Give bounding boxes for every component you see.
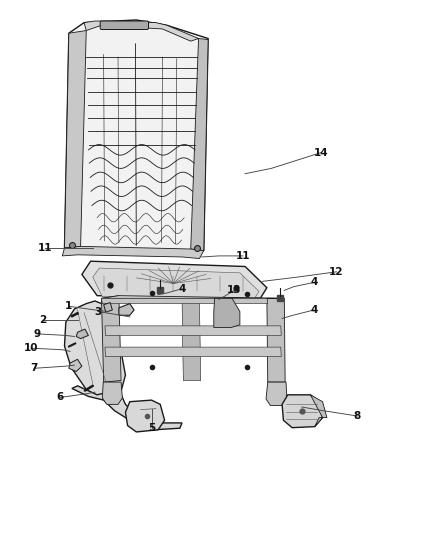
Polygon shape <box>311 395 327 426</box>
Text: 12: 12 <box>329 267 344 277</box>
Polygon shape <box>266 382 287 406</box>
FancyBboxPatch shape <box>100 21 148 29</box>
Polygon shape <box>102 382 122 405</box>
Text: 4: 4 <box>310 277 318 287</box>
Polygon shape <box>214 298 240 327</box>
Polygon shape <box>119 304 134 316</box>
Polygon shape <box>64 20 208 251</box>
Text: 4: 4 <box>310 305 318 315</box>
Polygon shape <box>64 30 86 248</box>
Polygon shape <box>282 395 322 427</box>
Polygon shape <box>182 298 201 381</box>
Text: 4: 4 <box>178 284 186 294</box>
Polygon shape <box>191 38 208 251</box>
Polygon shape <box>72 386 182 430</box>
Text: 14: 14 <box>314 148 328 158</box>
Polygon shape <box>76 329 88 338</box>
Text: 11: 11 <box>236 251 250 261</box>
Text: 5: 5 <box>148 423 155 433</box>
Polygon shape <box>267 298 285 382</box>
Polygon shape <box>84 21 198 41</box>
Text: 11: 11 <box>38 243 52 253</box>
Text: 8: 8 <box>354 411 361 421</box>
Polygon shape <box>105 347 281 357</box>
Text: 3: 3 <box>94 306 102 317</box>
Polygon shape <box>93 268 259 300</box>
Polygon shape <box>82 261 267 298</box>
Text: 9: 9 <box>34 329 41 339</box>
Text: 1: 1 <box>65 301 72 311</box>
Text: 2: 2 <box>39 314 46 325</box>
Text: 6: 6 <box>57 392 64 402</box>
Polygon shape <box>69 359 82 372</box>
Polygon shape <box>125 400 165 432</box>
Polygon shape <box>104 303 113 312</box>
Text: 7: 7 <box>30 364 38 373</box>
Text: 10: 10 <box>24 343 38 353</box>
Polygon shape <box>102 298 268 304</box>
Polygon shape <box>62 246 204 259</box>
Polygon shape <box>102 296 284 298</box>
Polygon shape <box>64 301 125 398</box>
Text: 13: 13 <box>227 285 241 295</box>
Polygon shape <box>105 326 281 335</box>
Polygon shape <box>102 296 121 382</box>
